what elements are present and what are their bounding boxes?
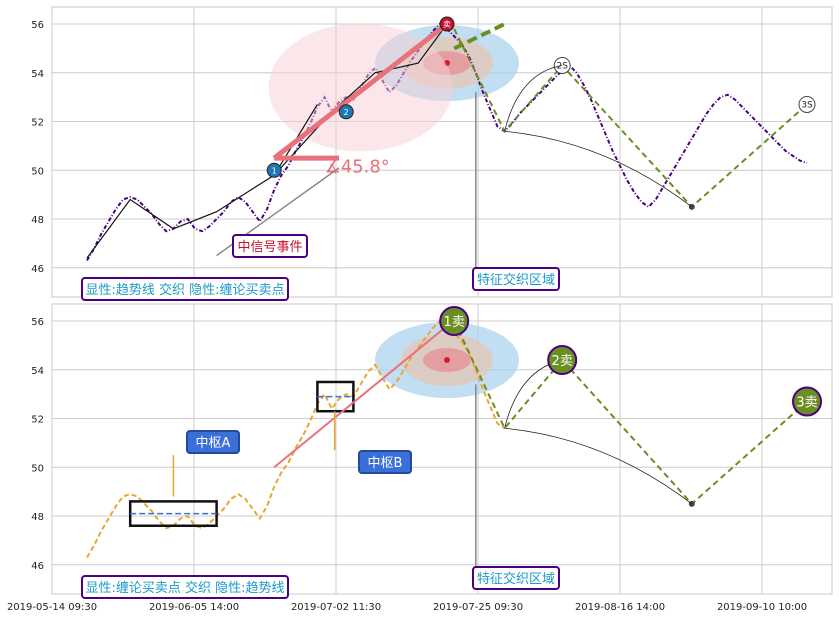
y-tick-label: 52 (31, 415, 44, 426)
projection-marker-label: 2S (556, 61, 568, 71)
trend-line (273, 325, 448, 469)
projection-extension (453, 22, 506, 51)
y-tick-label: 56 (31, 20, 44, 31)
sell-marker (439, 306, 470, 337)
y-tick-label: 50 (31, 463, 44, 474)
projection-marker-label: 3S (801, 100, 813, 110)
signal-marker (439, 16, 455, 32)
trend-line (273, 23, 448, 176)
sell-marker-label: 3卖 (796, 395, 817, 410)
y-tick-label: 46 (31, 561, 44, 572)
top-event-label: 中信号事件 (237, 240, 302, 255)
bottom-feature-label-box (472, 566, 560, 590)
feature-region-center (444, 357, 450, 364)
pivot-b-label-box (358, 450, 412, 474)
bottom-feature-label: 特征交织区域 (477, 571, 555, 587)
angle-label: ∡45.8° (325, 157, 390, 178)
y-tick-label: 54 (31, 366, 44, 377)
x-tick-label: 2019-08-16 14:00 (575, 602, 665, 613)
projection-arc (504, 130, 693, 208)
y-tick-label: 50 (31, 166, 44, 177)
y-tick-label: 56 (31, 317, 44, 328)
signal-marker-label: 1 (272, 166, 277, 175)
sell-marker-label: 2卖 (552, 354, 573, 369)
y-tick-label: 52 (31, 118, 44, 129)
pivot-a-label-box (186, 430, 240, 454)
signal-marker (338, 104, 354, 120)
top-legend-label-box (81, 277, 289, 301)
bottom-legend-label-box (81, 575, 289, 599)
projection-arc (504, 427, 693, 505)
y-tick-label: 54 (31, 69, 44, 80)
x-tick-label: 2019-09-10 10:00 (717, 602, 807, 613)
y-tick-label: 48 (31, 215, 44, 226)
pivot-b-label: 中枢B (368, 456, 403, 471)
trend-line (86, 104, 318, 259)
top-feature-label: 特征交织区域 (477, 272, 555, 288)
top-feature-label-box (472, 267, 560, 291)
signal-marker (266, 162, 282, 178)
sell-marker-label: 1卖 (444, 315, 465, 330)
x-tick-label: 2019-07-25 09:30 (433, 602, 523, 613)
bottom-legend-label: 显性:缠论买卖点 交织 隐性:趋势线 (85, 580, 284, 596)
x-tick-label: 2019-06-05 14:00 (149, 602, 239, 613)
top-legend-label: 显性:趋势线 交织 隐性:缠论买卖点 (85, 282, 284, 298)
projection-line (453, 320, 808, 506)
signal-marker-label: 2 (344, 108, 349, 117)
y-tick-label: 48 (31, 512, 44, 523)
x-tick-label: 2019-05-14 09:30 (7, 602, 97, 613)
projection-arc (504, 65, 563, 132)
bottom-panel: 46 48 50 52 54 56 1卖 2卖 3卖 (31, 303, 833, 595)
signal-marker-label: 卖 (443, 20, 451, 29)
price-line (86, 319, 506, 558)
sell-marker (792, 386, 822, 417)
sell-marker (547, 345, 578, 376)
top-panel: 46 48 50 52 54 56 ∡45.8° 2S 3S 1 2 卖 (31, 6, 833, 298)
projection-marker (798, 95, 816, 113)
x-tick-label: 2019-07-02 11:30 (291, 602, 381, 613)
pivot-a-label: 中枢A (196, 436, 231, 451)
top-event-label-box (232, 234, 308, 258)
y-tick-label: 46 (31, 264, 44, 275)
main-trend-line (272, 22, 449, 161)
